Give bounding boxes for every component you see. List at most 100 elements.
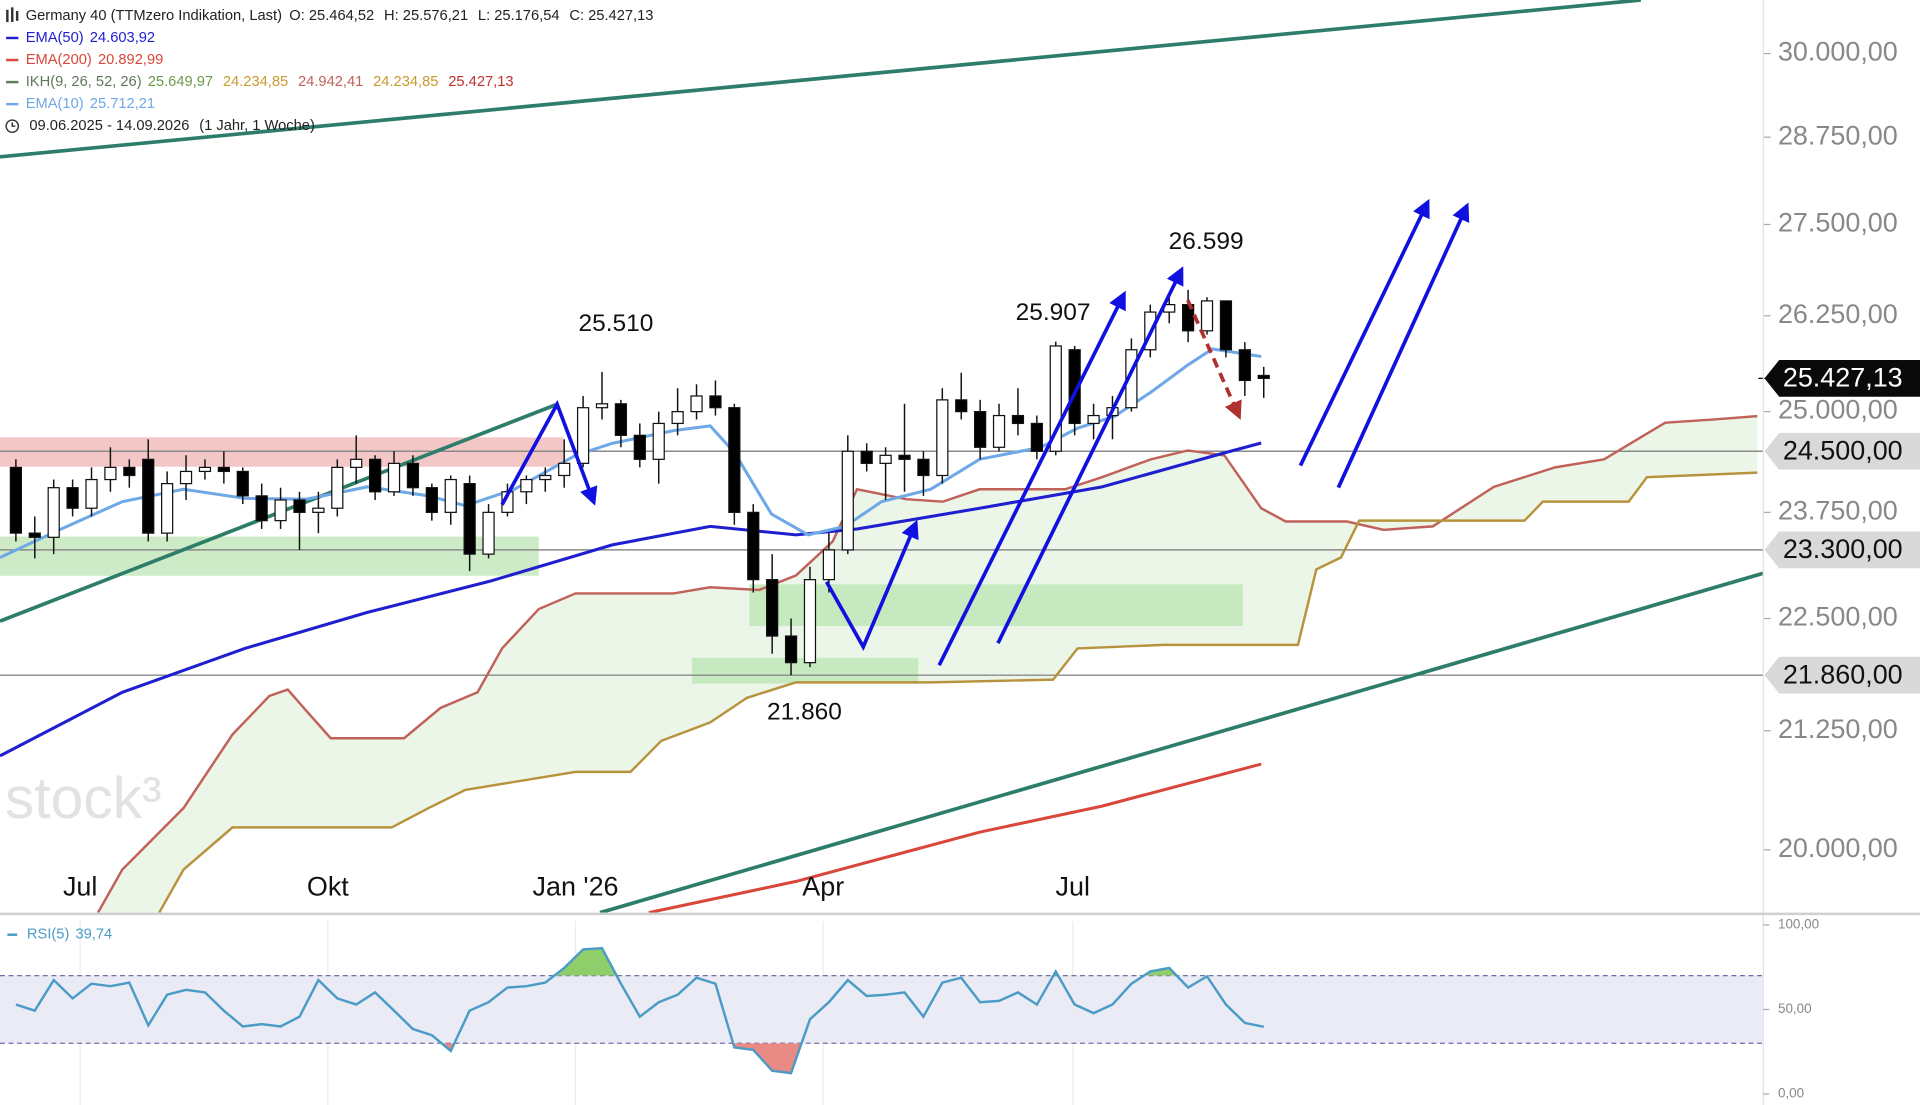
price-tag (1764, 531, 1920, 569)
legend-name: IKH(9, 26, 52, 26) (26, 74, 142, 90)
chart-icon (6, 7, 19, 23)
candle-body (47, 487, 60, 538)
legend-name: EMA(10) (26, 96, 84, 112)
candle-body (255, 495, 268, 522)
candle-body (803, 579, 817, 664)
ohlc: L: 25.176,54 (478, 8, 560, 24)
x-tick-label: Apr (802, 871, 844, 901)
plot: stock³ 25.510 25.907 26.599 21.860 (0, 0, 1764, 913)
price-tag-label: 21.860,00 (1783, 660, 1903, 690)
ema-line (0, 441, 1262, 758)
candle-body (784, 635, 798, 664)
candle-body (368, 458, 382, 493)
candle-body (992, 414, 1006, 448)
candle-body (747, 511, 760, 581)
candle-body (917, 458, 930, 477)
legend-value: 25.712,21 (90, 96, 155, 112)
rsi-line (15, 946, 1265, 1075)
x-tick-label: Jan '26 (533, 871, 619, 901)
annotation: 26.599 (1169, 228, 1244, 255)
trend-channel (0, 0, 1641, 159)
ichimoku-span-b (158, 471, 1758, 913)
rsi-panel: 0,00 50,00 100,00 RSI(5) 39,74 (0, 916, 1819, 1101)
candle-body (142, 458, 155, 534)
annotation: 25.907 (1016, 299, 1091, 326)
period-note: (1 Jahr, 1 Woche) (199, 118, 315, 134)
candle-body (671, 411, 684, 425)
candle-body (66, 487, 79, 509)
x-tick-label: Okt (307, 871, 349, 901)
legend: Germany 40 (TTMzero Indikation, Last) O: … (5, 7, 653, 134)
candle-body (1011, 414, 1025, 425)
candle-body (652, 422, 665, 460)
legend-value: 24.603,92 (90, 30, 155, 46)
candle-body (1030, 422, 1043, 452)
y-tick-label: 21.250,00 (1778, 714, 1898, 744)
candle-body (274, 499, 287, 522)
candle-body (822, 549, 836, 581)
candle-body (709, 395, 722, 409)
y-tick-label: 27.500,00 (1778, 208, 1898, 238)
price-tag (1764, 359, 1920, 397)
clock-icon (11, 122, 16, 127)
legend-value: 24.234,85 (223, 74, 288, 90)
axis-layer: 30.000,00 28.750,00 27.500,00 26.250,00 25.0… (63, 37, 1920, 1105)
x-tick-label: Jul (63, 871, 97, 901)
arrow (937, 290, 1126, 667)
support-zone (0, 536, 539, 576)
candle-body (766, 579, 779, 637)
candle-body (198, 466, 212, 473)
candle-body (425, 487, 438, 513)
candle-body (539, 474, 552, 481)
candle-body (1219, 300, 1233, 351)
rsi-band (0, 975, 1764, 1044)
price-tag-label: 24.500,00 (1783, 436, 1903, 466)
y-tick-label: 23.750,00 (1778, 495, 1898, 525)
rsi-legend: RSI(5) 39,74 (27, 927, 112, 943)
ohlc: H: 25.576,21 (384, 8, 468, 24)
candle-body (841, 450, 854, 551)
title: Germany 40 (TTMzero Indikation, Last) (26, 8, 282, 24)
candle-body (879, 454, 892, 464)
candle-body (595, 403, 609, 409)
candle-body (236, 470, 249, 497)
ohlc: O: 25.464,52 (289, 8, 374, 24)
candle-body (860, 450, 873, 464)
rsi-tick-label: 0,00 (1778, 1086, 1804, 1101)
trend-channel (599, 571, 1764, 913)
arrow (1298, 198, 1430, 467)
candle-body (85, 478, 98, 509)
candle-body (1238, 349, 1251, 382)
arrow (1336, 202, 1470, 489)
ema-line (648, 762, 1262, 913)
candle-body (161, 483, 174, 534)
support-zone (749, 584, 1243, 627)
ichimoku-span-a (96, 414, 1758, 913)
arrow (824, 519, 919, 651)
candle-body (9, 466, 23, 534)
price-tag-label: 23.300,00 (1783, 534, 1903, 564)
arrow (1186, 299, 1242, 420)
ohlc: C: 25.427,13 (569, 8, 653, 24)
annotation: 25.510 (578, 310, 653, 337)
candle-body (558, 462, 571, 477)
legend-entry: EMA(200) 20.892,99 (26, 52, 164, 68)
candle-body (1125, 349, 1138, 409)
candle-body (293, 499, 306, 513)
candle-body (633, 434, 646, 460)
candle-body (936, 399, 949, 477)
candle-body (179, 470, 193, 485)
legend-name: EMA(200) (26, 52, 92, 68)
price-tag (1764, 656, 1920, 694)
x-tick-label: Jul (1056, 871, 1090, 901)
candle-body (955, 399, 968, 413)
arrows (500, 198, 1470, 667)
level-layer (0, 450, 1764, 676)
y-tick-label: 30.000,00 (1778, 37, 1898, 67)
cloud-layer (97, 416, 1758, 913)
clock-icon (5, 119, 20, 134)
legend-value: 24.942,41 (298, 74, 363, 90)
candle-body (387, 462, 401, 493)
